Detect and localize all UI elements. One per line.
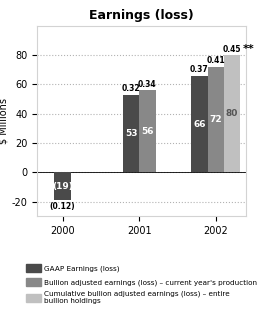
Text: **: ** (243, 44, 254, 54)
Bar (55, 172, 71, 200)
Text: (19): (19) (52, 182, 73, 191)
Bar (191, 76, 208, 172)
Text: 56: 56 (141, 127, 154, 136)
Bar (123, 95, 139, 172)
Text: 0.34: 0.34 (138, 80, 157, 89)
Text: 53: 53 (125, 129, 137, 138)
Text: 0.41: 0.41 (206, 57, 225, 66)
Text: 0.37: 0.37 (190, 65, 209, 74)
Text: (0.12): (0.12) (50, 203, 76, 212)
Bar (224, 55, 240, 172)
Bar (208, 67, 224, 172)
Title: Earnings (loss): Earnings (loss) (89, 9, 194, 22)
Text: 66: 66 (193, 120, 206, 129)
Text: 0.32: 0.32 (122, 84, 140, 93)
Bar (139, 90, 156, 172)
Legend: GAAP Earnings (loss), Bullion adjusted earnings (loss) – current year's producti: GAAP Earnings (loss), Bullion adjusted e… (24, 262, 259, 307)
Text: 80: 80 (226, 109, 238, 118)
Text: 0.45: 0.45 (223, 45, 241, 54)
Text: 72: 72 (210, 115, 222, 124)
Y-axis label: $ Millions: $ Millions (0, 98, 9, 144)
